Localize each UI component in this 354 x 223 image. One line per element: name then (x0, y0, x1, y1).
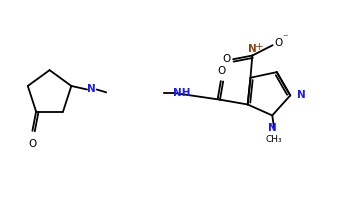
Text: O: O (223, 54, 231, 64)
Text: O: O (275, 38, 283, 48)
Text: N: N (248, 44, 257, 54)
Text: NH: NH (173, 88, 190, 98)
Text: O: O (28, 139, 36, 149)
Text: N: N (87, 85, 96, 95)
Text: N: N (297, 90, 306, 100)
Text: CH₃: CH₃ (266, 135, 282, 144)
Text: N: N (268, 123, 276, 133)
Text: ⁻: ⁻ (283, 33, 288, 43)
Bar (107, 65, 162, 121)
Text: O: O (217, 66, 225, 76)
Text: +: + (255, 42, 263, 52)
